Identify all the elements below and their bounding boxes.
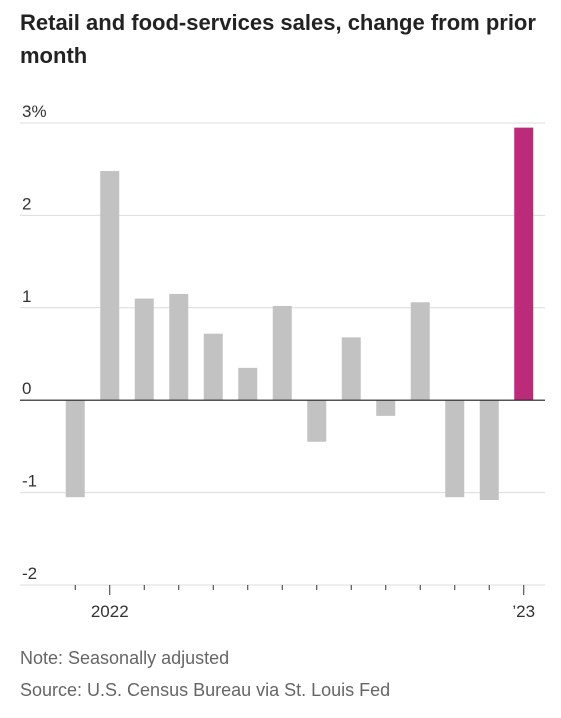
source: Source: U.S. Census Bureau via St. Louis… (20, 680, 391, 700)
bar (307, 400, 327, 442)
bar (479, 400, 499, 500)
bar (134, 298, 154, 401)
x-tick-label: 2022 (91, 602, 129, 621)
note: Note: Seasonally adjusted (20, 648, 230, 668)
bar (341, 337, 361, 401)
bar (169, 293, 189, 401)
bar (203, 333, 223, 401)
bar (445, 400, 465, 498)
y-tick-label: 1 (22, 287, 31, 306)
bar (238, 367, 258, 401)
y-tick-label: -1 (22, 472, 37, 491)
y-tick-label: 3% (22, 102, 47, 121)
bar (100, 171, 120, 401)
chart-title: Retail and food-services sales, change f… (20, 10, 536, 68)
y-tick-label: 2 (22, 194, 31, 213)
bar (514, 127, 534, 401)
y-tick-label: -2 (22, 564, 37, 583)
bar (410, 302, 430, 401)
x-tick-label: ’23 (512, 602, 535, 621)
bar (376, 400, 396, 416)
y-tick-label: 0 (22, 379, 31, 398)
bar (272, 305, 292, 401)
bar (65, 400, 85, 498)
